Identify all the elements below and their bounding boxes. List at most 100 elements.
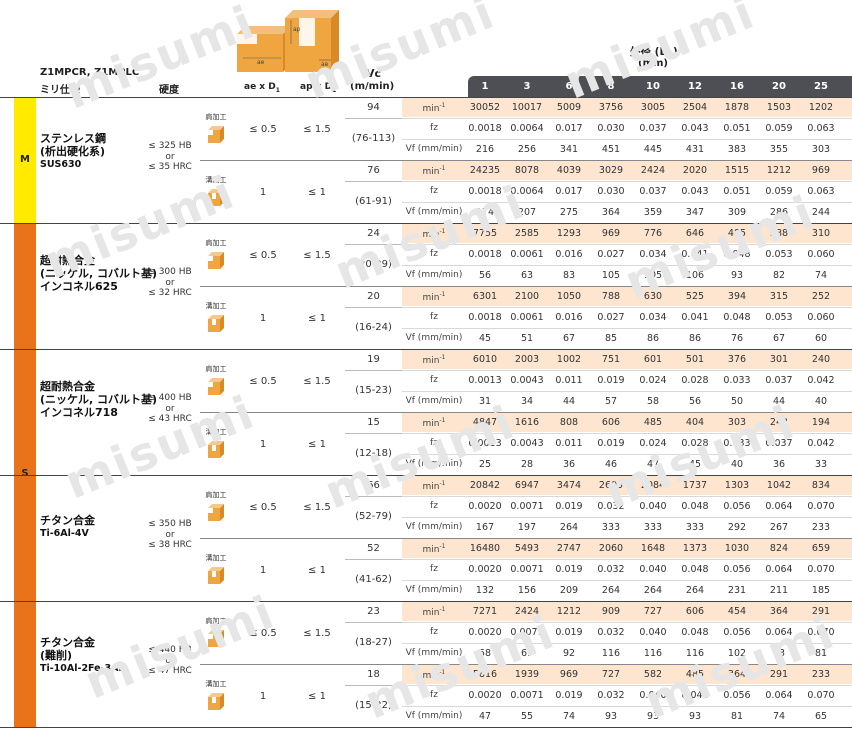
rpm-unit-sup: -1: [439, 102, 446, 109]
fz-row-cell: 0.019: [597, 438, 625, 449]
rpm-row-unit: min-1: [402, 102, 466, 114]
rpm-row-cell: 16480: [469, 543, 501, 554]
fz-row-cell: 0.033: [723, 438, 751, 449]
rpm-unit-sup: -1: [439, 543, 446, 550]
vf-row-cell: 341: [559, 144, 579, 155]
operation-label: 肩加工: [205, 617, 227, 625]
rpm-row-unit: min-1: [402, 354, 466, 366]
shoulder-milling-icon: [200, 628, 232, 648]
group-separator: [0, 601, 852, 602]
vc-value: 24: [367, 228, 380, 239]
vf-row-cell: 185: [811, 585, 831, 596]
fz-row-cell: 0.063: [807, 186, 835, 197]
rpm-row-unit: min-1: [402, 228, 466, 240]
vf-row-cell: 256: [517, 144, 537, 155]
rpm-row-cell: 808: [559, 417, 579, 428]
fz-row-cell: 0.032: [597, 690, 625, 701]
vf-row-cell: 106: [685, 270, 705, 281]
ap-value: ≤ 1.5: [303, 250, 331, 261]
fz-row-cell: 0.048: [681, 501, 709, 512]
fz-row-unit: fz: [430, 375, 438, 385]
vf-row-cell: 333: [685, 522, 705, 533]
operation-shoulder: 肩加工: [200, 617, 232, 648]
rpm-unit-text: min: [422, 419, 440, 429]
fz-row-cell: 0.051: [723, 186, 751, 197]
rpm-row-cell: 2585: [514, 228, 540, 239]
vf-row-cell: 275: [559, 207, 579, 218]
fz-row-cell: 0.048: [681, 627, 709, 638]
vf-row-cell: 116: [601, 648, 621, 659]
vf-row-cell: 67: [772, 333, 786, 344]
rpm-unit-text: min: [422, 545, 440, 555]
fz-row-cell: 0.032: [597, 564, 625, 575]
fz-row-cell: 0.0071: [510, 564, 544, 575]
fz-row-cell: 0.053: [765, 312, 793, 323]
rpm-unit-text: min: [422, 167, 440, 177]
rpm-row-cell: 3474: [556, 480, 582, 491]
rpm-row-cell: 1515: [724, 165, 750, 176]
rpm-row-cell: 394: [727, 291, 747, 302]
rpm-row-unit: min-1: [402, 669, 466, 681]
row-separator: [402, 118, 852, 119]
hardness-line: ≤ 47 HRC: [148, 666, 192, 676]
rpm-row-cell: 364: [727, 669, 747, 680]
operation-slot: 溝加工: [200, 554, 232, 585]
rpm-unit-sup: -1: [439, 354, 446, 361]
group-separator: [0, 349, 852, 350]
fz-row-cell: 0.040: [639, 501, 667, 512]
ae-value: ≤ 0.5: [249, 628, 277, 639]
fz-row-cell: 0.037: [639, 186, 667, 197]
fz-row-cell: 0.056: [723, 564, 751, 575]
vf-row-unit: Vf (mm/min): [405, 648, 463, 658]
rpm-row-cell: 1939: [514, 669, 540, 680]
vf-row-cell: 33: [814, 459, 828, 470]
fz-row-cell: 0.0061: [510, 312, 544, 323]
vf-row-cell: 76: [730, 333, 744, 344]
material-name: ステンレス鋼 (析出硬化系) SUS630: [40, 132, 106, 171]
fz-row-cell: 0.019: [597, 375, 625, 386]
vf-row-cell: 116: [685, 648, 705, 659]
row-separator: [402, 643, 852, 644]
row-separator: [402, 328, 852, 329]
vc-separator: [345, 181, 402, 182]
row-separator: [402, 685, 852, 686]
fz-row-unit: fz: [430, 438, 438, 448]
fz-row-cell: 0.017: [555, 186, 583, 197]
rpm-row-cell: 7755: [472, 228, 498, 239]
vc-range: (16-24): [355, 322, 392, 333]
vf-row-cell: 216: [475, 144, 495, 155]
material-line: (ニッケル, コバルト基): [40, 267, 158, 280]
row-separator: [402, 307, 852, 308]
rpm-row-cell: 30052: [469, 102, 501, 113]
rpm-unit-sup: -1: [439, 606, 446, 613]
ap-value: ≤ 1: [308, 187, 326, 198]
rpm-row-cell: 2605: [598, 480, 624, 491]
row-separator: [402, 265, 852, 266]
fz-row-cell: 0.041: [681, 312, 709, 323]
fz-row-cell: 0.0018: [468, 123, 502, 134]
rpm-row-cell: 824: [769, 543, 789, 554]
vc-value: 23: [367, 606, 380, 617]
vc-range: (20-29): [355, 259, 392, 270]
vc-range: (52-79): [355, 511, 392, 522]
fz-row-cell: 0.048: [681, 690, 709, 701]
fz-row-cell: 0.0020: [468, 690, 502, 701]
slot-milling-icon: [200, 439, 232, 459]
rpm-row-background: [402, 602, 852, 621]
operation-label: 溝加工: [205, 680, 227, 688]
vc-value: 52: [367, 543, 380, 554]
vf-row-cell: 25: [478, 459, 492, 470]
rpm-row-cell: 1212: [556, 606, 582, 617]
operation-label: 肩加工: [205, 239, 227, 247]
vf-row-cell: 207: [517, 207, 537, 218]
fz-row-cell: 0.070: [807, 627, 835, 638]
row-separator: [402, 244, 852, 245]
fz-row-cell: 0.011: [555, 438, 583, 449]
rpm-unit-text: min: [422, 356, 440, 366]
vc-separator: [345, 370, 402, 371]
rpm-row-unit: min-1: [402, 417, 466, 429]
rpm-row-unit: min-1: [402, 606, 466, 618]
rpm-row-cell: 2060: [598, 543, 624, 554]
operation-slot: 溝加工: [200, 302, 232, 333]
fz-row-cell: 0.0071: [510, 690, 544, 701]
